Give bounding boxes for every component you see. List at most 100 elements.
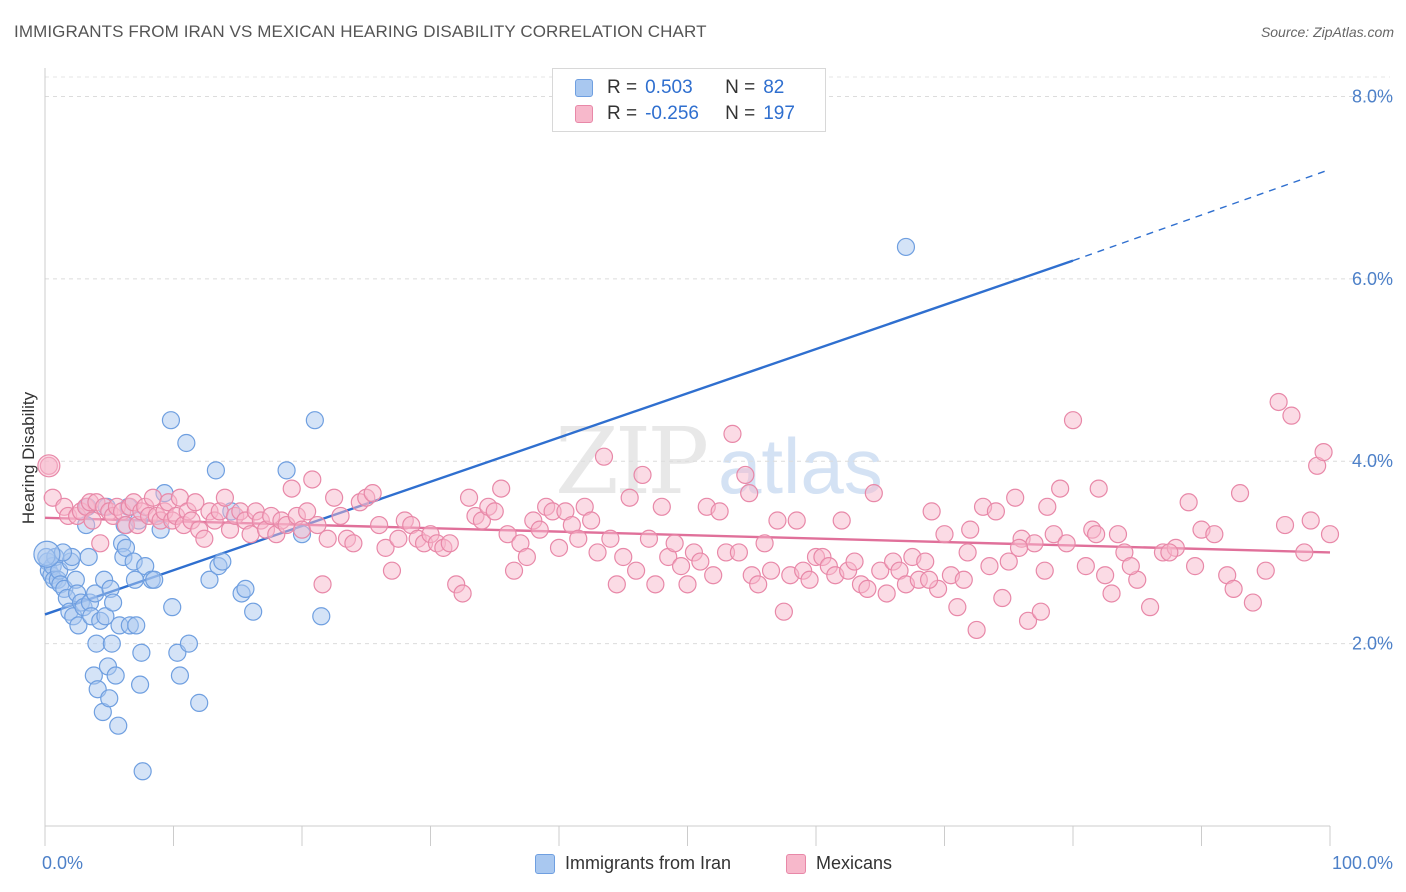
legend-n-value: 197 [763,103,795,124]
data-point [569,529,588,548]
data-point [331,506,350,526]
data-point [96,607,115,626]
data-point [1230,484,1250,503]
data-point [37,454,61,478]
data-point [1057,534,1076,553]
data-point [130,675,150,694]
data-point [116,538,136,557]
data-point [588,543,607,562]
data-point [755,534,774,553]
data-point [530,520,549,539]
data-point [620,488,639,507]
data-point [282,479,301,498]
data-point [729,543,749,562]
data-point [177,433,196,453]
data-point [1076,557,1095,576]
data-point [800,570,819,589]
data-point [87,634,106,653]
series-label-iran: Immigrants from Iran [565,853,732,873]
data-point [79,547,98,567]
data-point [864,484,883,503]
data-point [691,552,710,571]
y-axis-label: Hearing Disability [19,391,38,524]
data-point [1269,392,1288,412]
data-point [1160,543,1179,562]
data-point [1295,543,1314,562]
data-point [132,643,151,662]
chart-title: IMMIGRANTS FROM IRAN VS MEXICAN HEARING … [14,22,707,41]
data-point [582,511,601,530]
data-point [308,515,327,535]
series-legend-mexicans: Mexicans [786,853,892,874]
series-mexicans-points [39,392,1340,640]
data-point [485,502,504,521]
legend-swatch-iran [575,79,593,97]
data-point [1006,488,1025,507]
data-point [213,552,232,571]
y-tick-label: 6.0% [1352,269,1393,289]
data-point [1108,525,1128,544]
data-point [749,575,768,594]
data-point [980,557,999,576]
data-point [370,515,389,535]
axes [44,68,1331,846]
data-point [305,411,324,430]
trend-line-iran-extension [1072,168,1331,262]
data-point [236,579,255,599]
legend-n-label: N = [725,77,756,98]
data-point [303,470,322,489]
data-point [594,447,614,466]
data-point [1018,611,1038,630]
data-point [170,666,190,685]
data-point [363,484,382,503]
data-point [1096,566,1115,585]
data-point [626,561,646,580]
data-point [614,547,633,567]
data-point [671,557,691,576]
data-point [736,465,755,485]
data-points [33,237,1340,781]
data-point [104,593,123,612]
legend-n-label: N = [725,103,756,124]
data-point [459,488,479,507]
legend-r-value: 0.503 [645,77,693,98]
data-point [179,634,199,653]
data-point [1044,525,1063,544]
data-point [916,552,935,571]
data-point [607,575,626,594]
data-point [935,525,954,544]
data-point [69,616,88,635]
data-point [1224,579,1243,599]
data-point [292,520,312,539]
data-point [206,461,226,480]
data-point [1038,497,1057,516]
data-point [106,666,125,685]
data-point [986,502,1006,521]
data-point [298,502,317,521]
data-point [1282,406,1301,425]
legend-r-label: R = [607,103,638,124]
data-point [601,529,620,548]
data-point [845,552,864,571]
data-point [33,540,61,568]
legend-swatch-mexicans [575,105,593,123]
data-point [646,575,665,594]
data-point [312,607,331,626]
data-point [1121,557,1140,576]
data-point [961,520,980,539]
series-label-mexicans: Mexicans [816,853,893,873]
data-point [102,634,121,653]
data-point [1301,511,1320,530]
data-point [832,511,851,530]
data-point [774,602,793,621]
data-point [877,584,896,603]
series-swatch-mexicans [786,853,806,874]
data-point [958,543,977,562]
data-point [704,566,723,585]
data-point [91,534,110,553]
data-point [200,570,219,589]
grid-lines [45,76,1390,645]
data-point [1185,557,1205,576]
data-point [1243,593,1263,612]
data-point [504,561,524,580]
